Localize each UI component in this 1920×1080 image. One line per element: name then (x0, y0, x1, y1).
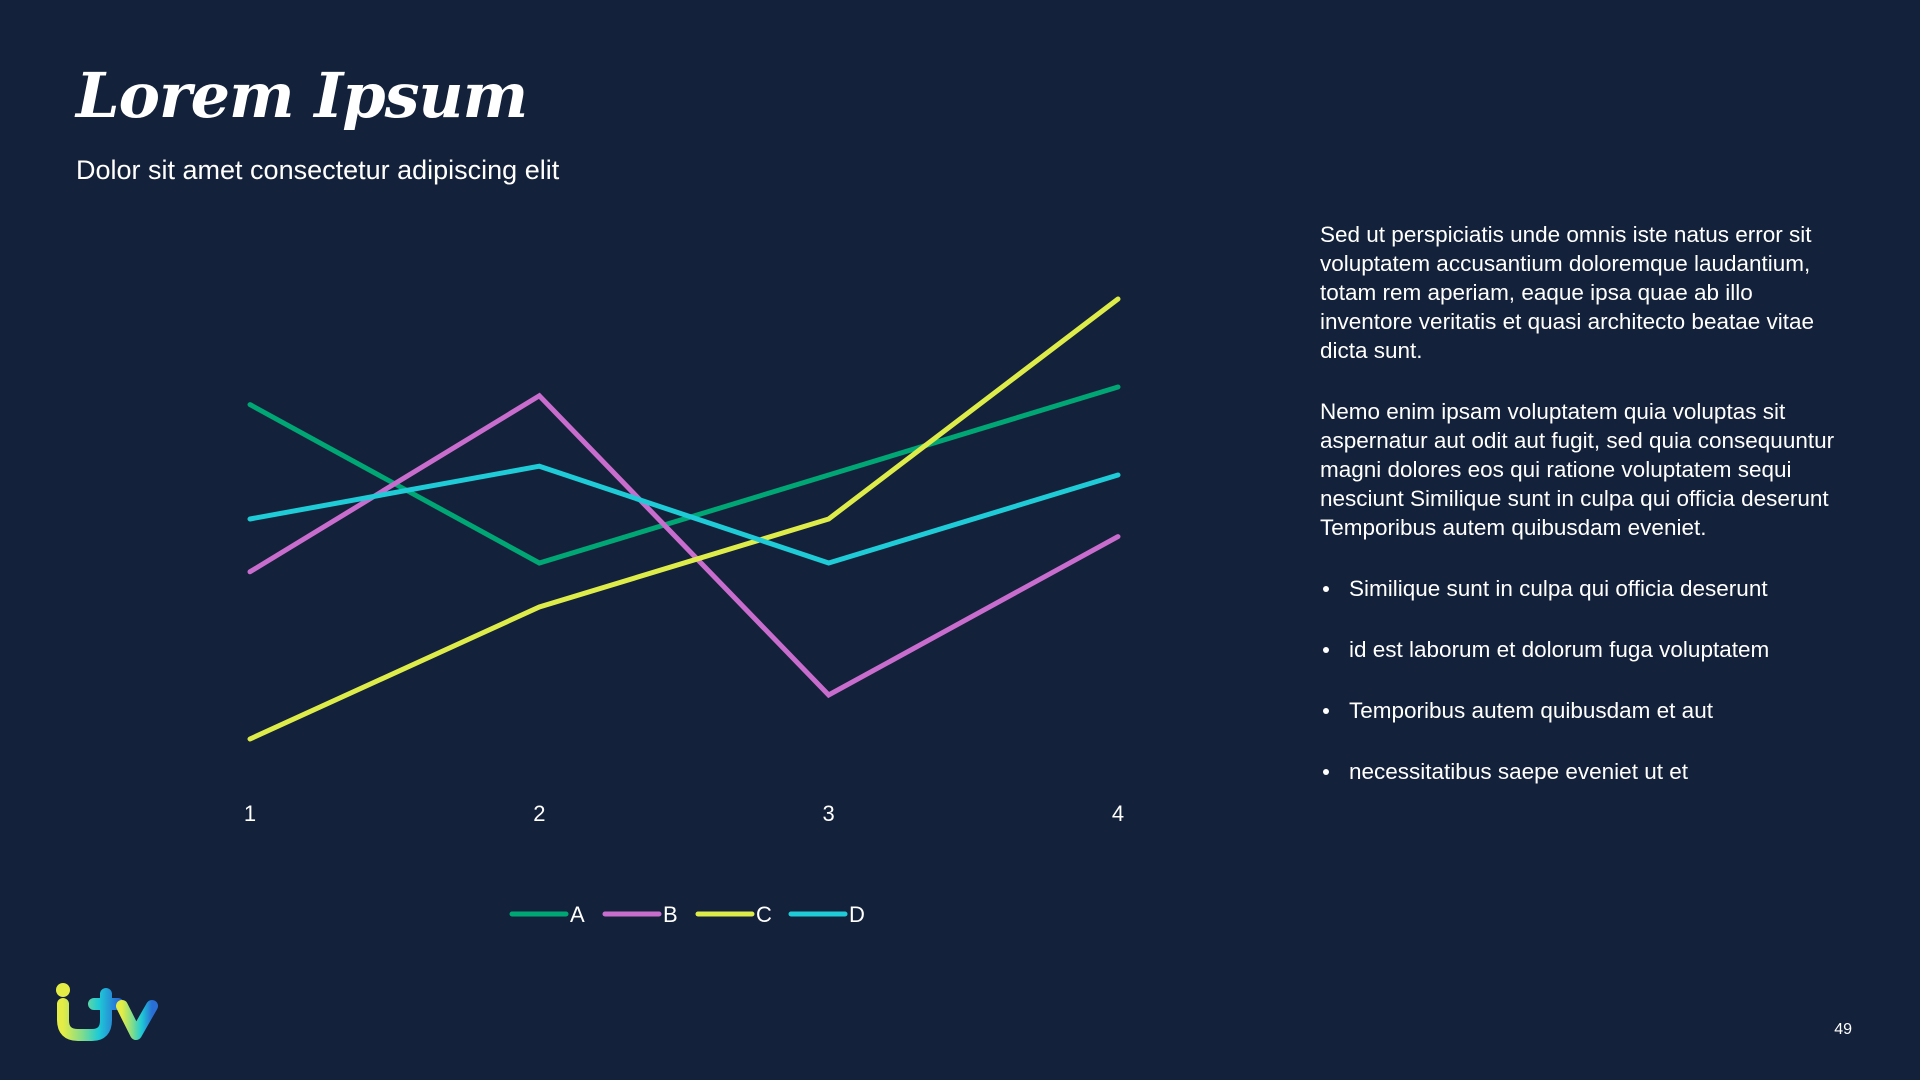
page-number: 49 (1834, 1021, 1852, 1038)
bullet-text: necessitatibus saepe eveniet ut et (1349, 759, 1688, 784)
series-line-a (247, 384, 1121, 566)
x-axis-ticks: 1 2 3 4 (244, 801, 1124, 826)
series-line-c (247, 296, 1121, 742)
slide-subtitle: Dolor sit amet consectetur adipiscing el… (76, 155, 560, 185)
chart-legend: A B C D (509, 902, 865, 927)
bullet-text: Temporibus autem quibusdam et aut (1349, 698, 1713, 723)
bullet-icon (1323, 708, 1329, 714)
bullet-icon (1323, 769, 1329, 775)
x-tick-label: 4 (1112, 801, 1124, 826)
bullet-item: id est laborum et dolorum fuga voluptate… (1320, 635, 1840, 696)
legend-item-d: D (788, 902, 865, 927)
line-chart: 1 2 3 4 A B C D (244, 296, 1124, 927)
bullet-icon (1323, 586, 1329, 592)
paragraph: Nemo enim ipsam voluptatem quia voluptas… (1320, 399, 1835, 540)
x-tick-label: 1 (244, 801, 256, 826)
legend-item-c: C (695, 902, 772, 927)
body-text: Sed ut perspiciatis unde omnis iste natu… (1320, 220, 1840, 818)
legend-label: B (663, 902, 678, 927)
bullet-item: necessitatibus saepe eveniet ut et (1320, 757, 1840, 818)
slide-title: Lorem Ipsum (76, 59, 528, 132)
bullet-list: Similique sunt in culpa qui officia dese… (1320, 574, 1840, 818)
series-line-d (247, 463, 1121, 566)
legend-label: C (756, 902, 772, 927)
legend-label: A (570, 902, 585, 927)
x-tick-label: 2 (533, 801, 545, 826)
itv-logo-icon (56, 983, 158, 1041)
legend-item-b: B (602, 902, 678, 927)
x-tick-label: 3 (823, 801, 835, 826)
legend-item-a: A (509, 902, 585, 927)
series-line-b (247, 392, 1121, 699)
series-layer (247, 296, 1121, 742)
bullet-icon (1323, 647, 1329, 653)
bullet-text: id est laborum et dolorum fuga voluptate… (1349, 637, 1770, 662)
paragraph: Sed ut perspiciatis unde omnis iste natu… (1320, 222, 1815, 363)
legend-label: D (849, 902, 865, 927)
bullet-text: Similique sunt in culpa qui officia dese… (1349, 576, 1768, 601)
bullet-item: Similique sunt in culpa qui officia dese… (1320, 574, 1840, 635)
bullet-item: Temporibus autem quibusdam et aut (1320, 696, 1840, 757)
